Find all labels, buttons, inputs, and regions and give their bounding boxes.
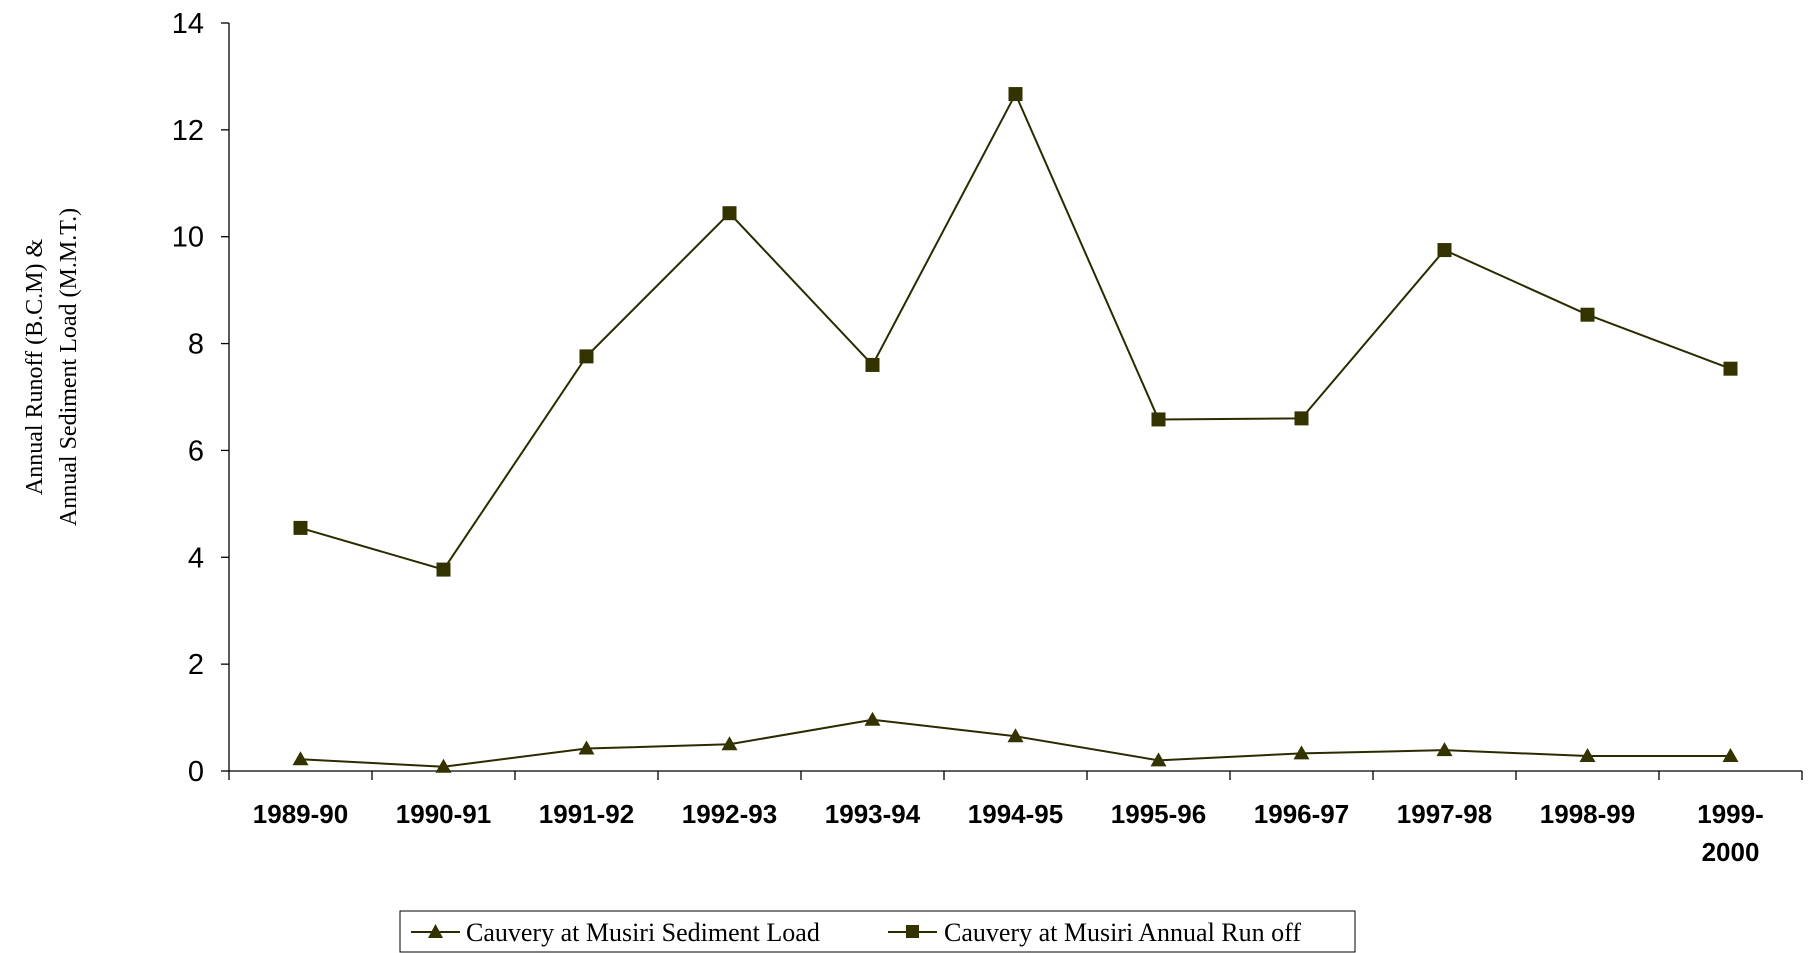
x-tick-label: 1989-90: [253, 799, 348, 829]
data-point-square: [722, 206, 737, 221]
series-layer: [292, 87, 1739, 773]
y-tick-label: 10: [172, 222, 204, 254]
x-axis-ticks: 1989-90 1990-91 1991-92 1992-93 1993-94 1994-…: [228, 771, 1803, 867]
y-axis-label-line-2: Annual Sediment Load (M.M.T.): [56, 208, 82, 526]
data-point-square: [865, 357, 880, 372]
x-tick-label: 1999-2000: [1697, 799, 1764, 867]
y-tick-label: 12: [172, 115, 204, 147]
data-point-triangle: [1150, 752, 1167, 767]
data-point-triangle: [1007, 728, 1024, 743]
x-tick-label: 1991-92: [539, 799, 634, 829]
data-point-square: [1437, 243, 1452, 258]
x-tick-label: 1997-98: [1397, 799, 1492, 829]
y-tick-label: 0: [188, 756, 204, 788]
legend-label-runoff: Cauvery at Musiri Annual Run off: [944, 918, 1301, 947]
data-point-triangle: [1436, 742, 1453, 757]
data-point-triangle: [721, 736, 738, 751]
x-tick-label: 1994-95: [968, 799, 1063, 829]
legend: Cauvery at Musiri Sediment Load Cauvery …: [399, 910, 1356, 953]
series-line: [300, 91, 1731, 571]
data-point-triangle: [1722, 748, 1739, 763]
y-tick-label: 8: [188, 329, 204, 361]
legend-item-sediment: Cauvery at Musiri Sediment Load: [411, 918, 820, 947]
data-point-square: [579, 349, 594, 364]
x-tick-label: 1992-93: [682, 799, 777, 829]
series-line: [300, 718, 1731, 768]
y-axis-ticks: 0 2 4 6 8 10 12 14: [172, 8, 229, 788]
x-tick-label: 1990-91: [396, 799, 491, 829]
data-point-triangle: [435, 758, 452, 773]
legend-label-sediment: Cauvery at Musiri Sediment Load: [466, 918, 820, 947]
x-tick-label: 1996-97: [1254, 799, 1349, 829]
data-point-square: [293, 520, 308, 535]
data-point-square: [1723, 361, 1738, 376]
legend-item-runoff: Cauvery at Musiri Annual Run off: [888, 918, 1301, 947]
data-point-square: [1008, 87, 1023, 102]
series-sediment-load: [292, 711, 1739, 773]
data-point-triangle: [864, 711, 881, 726]
legend-marker-triangle-icon: [428, 924, 443, 938]
y-axis-label-line-1: Annual Runoff (B.C.M) &: [22, 239, 48, 496]
data-point-triangle: [1579, 748, 1596, 763]
data-point-square: [1580, 307, 1595, 322]
data-point-triangle: [578, 740, 595, 755]
y-tick-label: 6: [188, 435, 204, 467]
y-tick-label: 2: [188, 649, 204, 681]
data-point-triangle: [292, 751, 309, 766]
x-tick-label: 1998-99: [1540, 799, 1635, 829]
x-tick-label: 1993-94: [825, 799, 921, 829]
x-tick-label: 1995-96: [1111, 799, 1206, 829]
y-tick-label: 14: [172, 8, 204, 40]
data-point-square: [1151, 412, 1166, 427]
data-point-triangle: [1293, 745, 1310, 760]
data-point-square: [436, 562, 451, 577]
legend-box: [399, 910, 1356, 953]
data-point-square: [1294, 411, 1309, 426]
y-tick-label: 4: [188, 542, 204, 574]
axes: [228, 23, 1802, 772]
legend-marker-square-icon: [906, 925, 919, 938]
series-annual-run-off: [293, 87, 1738, 577]
y-axis-label: Annual Runoff (B.C.M) & Annual Sediment …: [22, 208, 82, 526]
